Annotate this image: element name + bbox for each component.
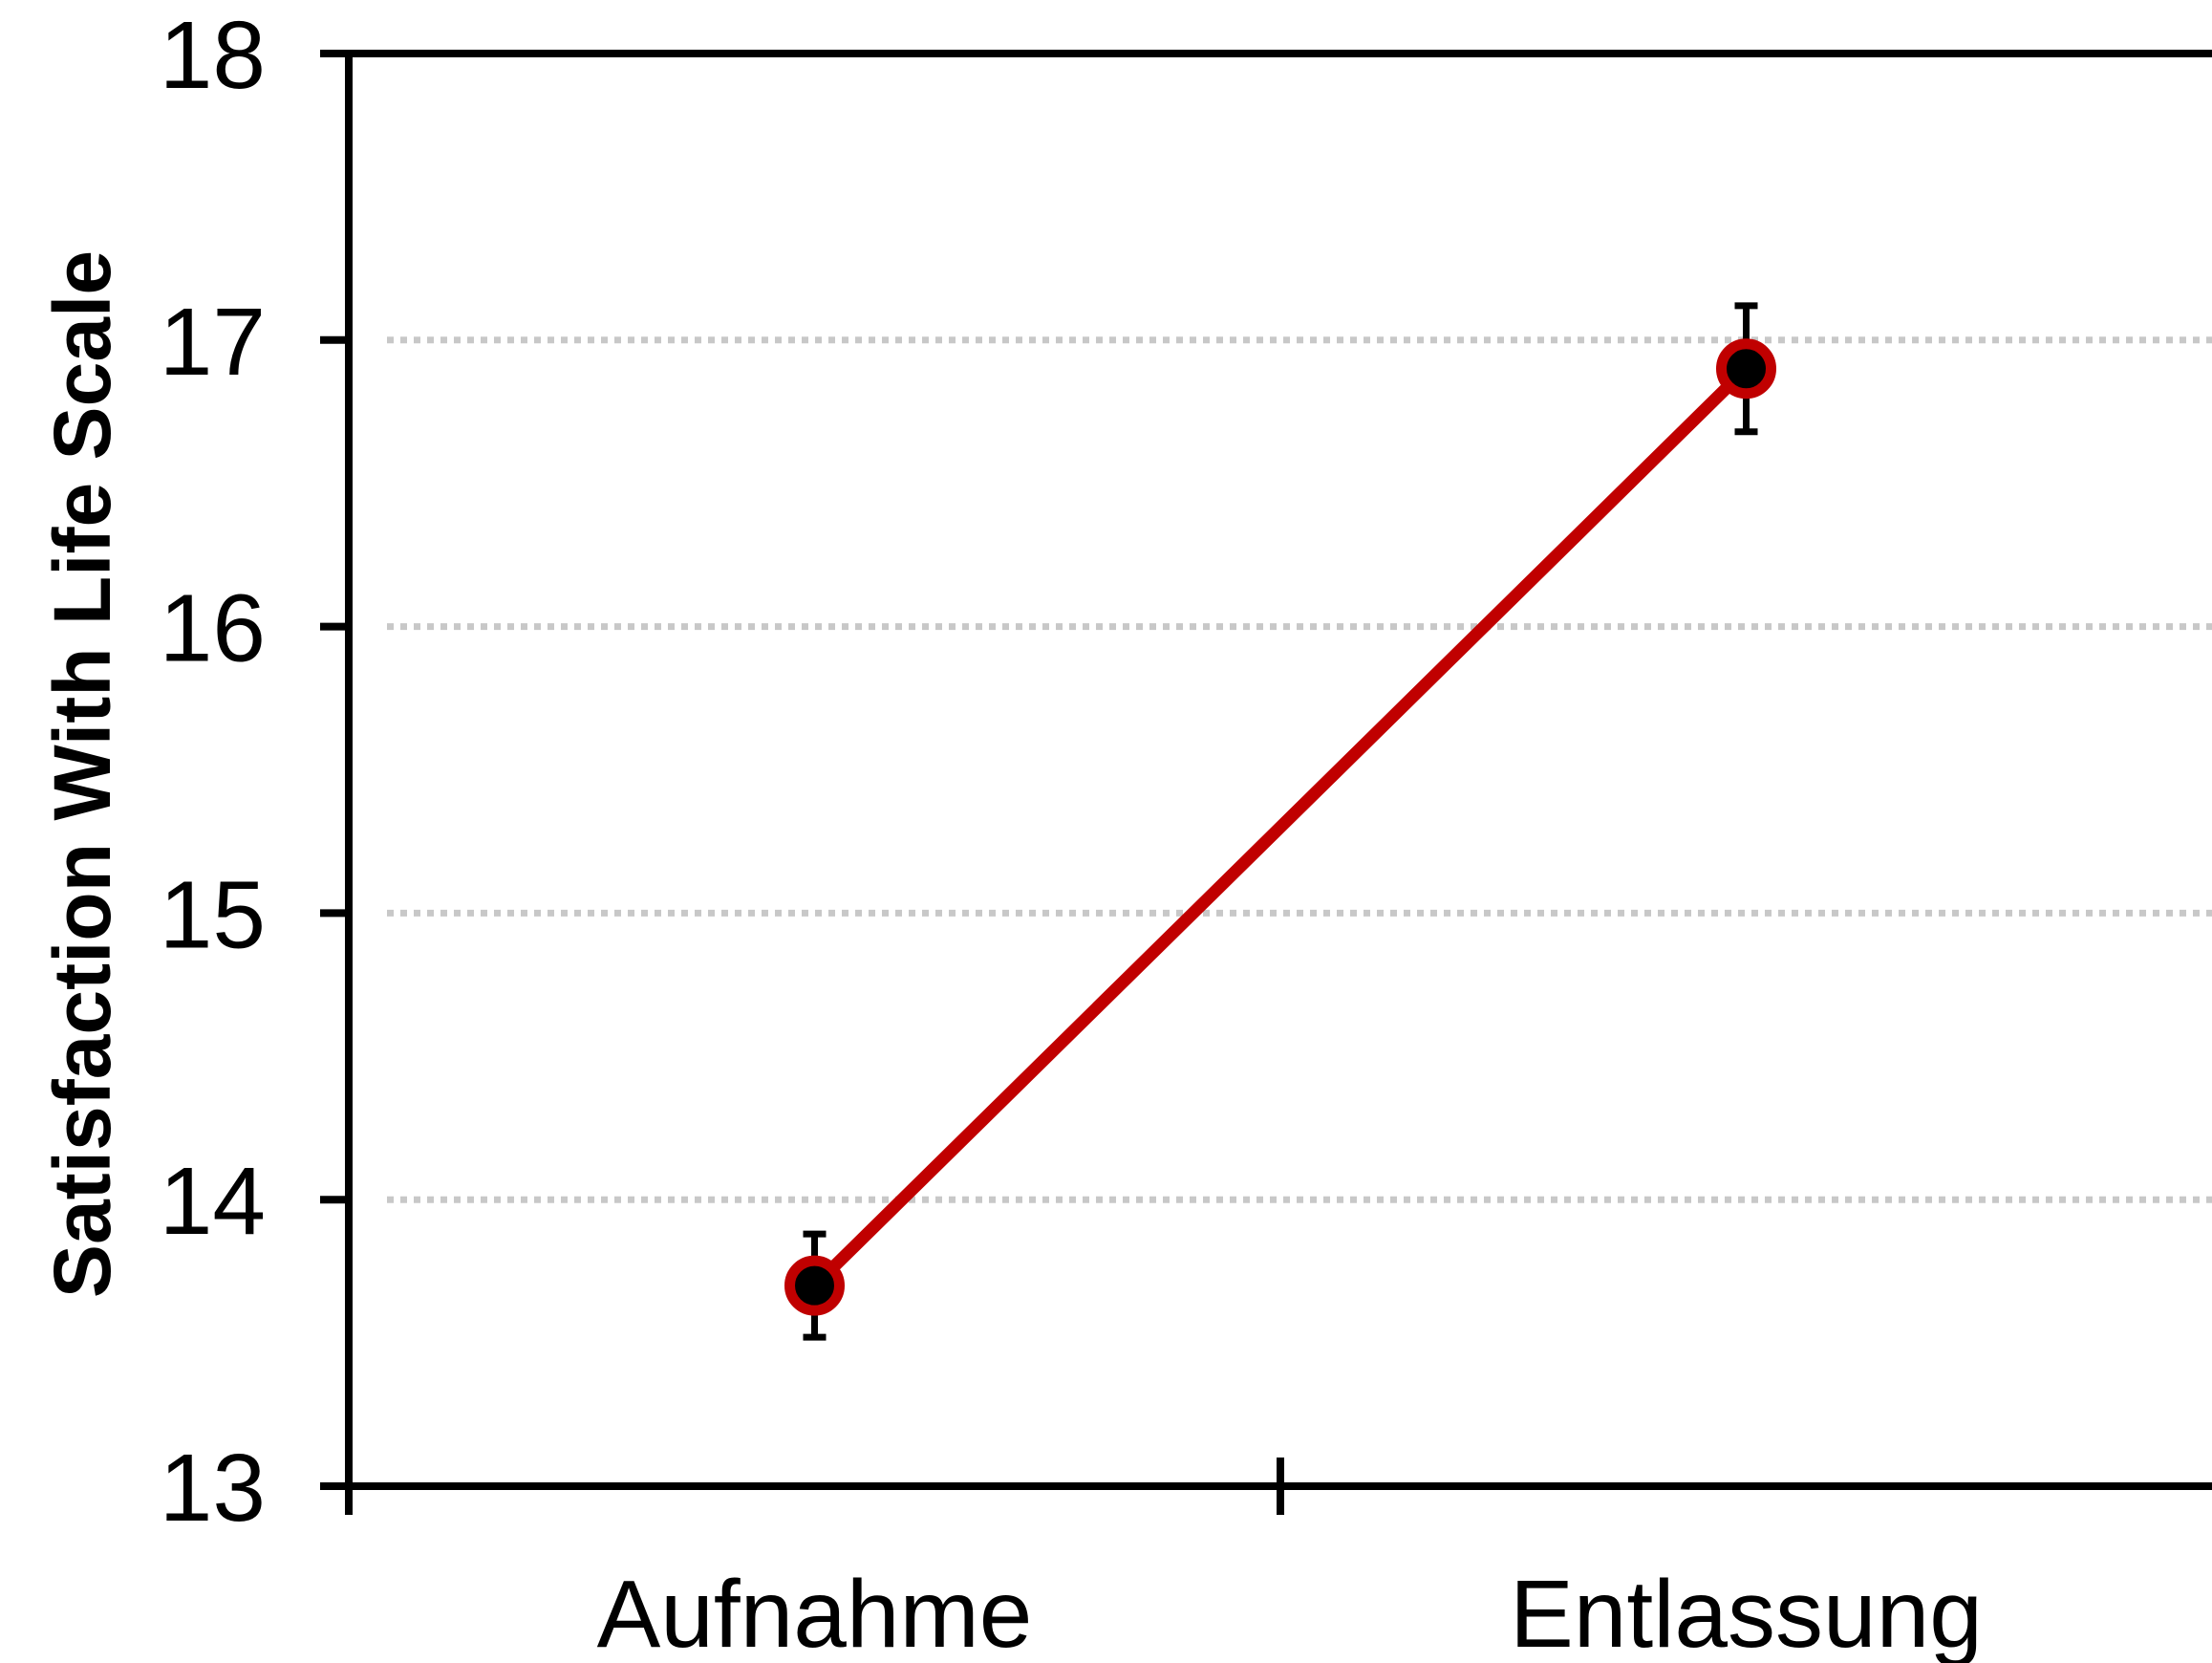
y-tick-label-17: 17 [160, 289, 266, 396]
x-tick-label-2: Entlassung [1510, 1561, 1983, 1663]
x-ticks: Aufnahme Entlassung [597, 1458, 1983, 1663]
data-point-1 [784, 1255, 845, 1316]
x-tick-label-1: Aufnahme [597, 1561, 1033, 1663]
y-tick-label-15: 15 [160, 861, 266, 968]
y-tick-label-16: 16 [160, 575, 266, 682]
axes [345, 50, 2212, 1515]
gridlines [387, 336, 2212, 1203]
y-tick-label-14: 14 [160, 1148, 266, 1255]
series [784, 302, 1776, 1341]
data-point-2 [1716, 338, 1776, 400]
y-axis-title: Satisfaction With Life Scale [37, 250, 127, 1298]
y-tick-label-13: 13 [160, 1435, 266, 1542]
series-line-1 [808, 362, 1752, 1292]
y-ticks: 13 14 15 16 17 18 [160, 2, 349, 1542]
y-tick-label-18: 18 [160, 2, 266, 109]
